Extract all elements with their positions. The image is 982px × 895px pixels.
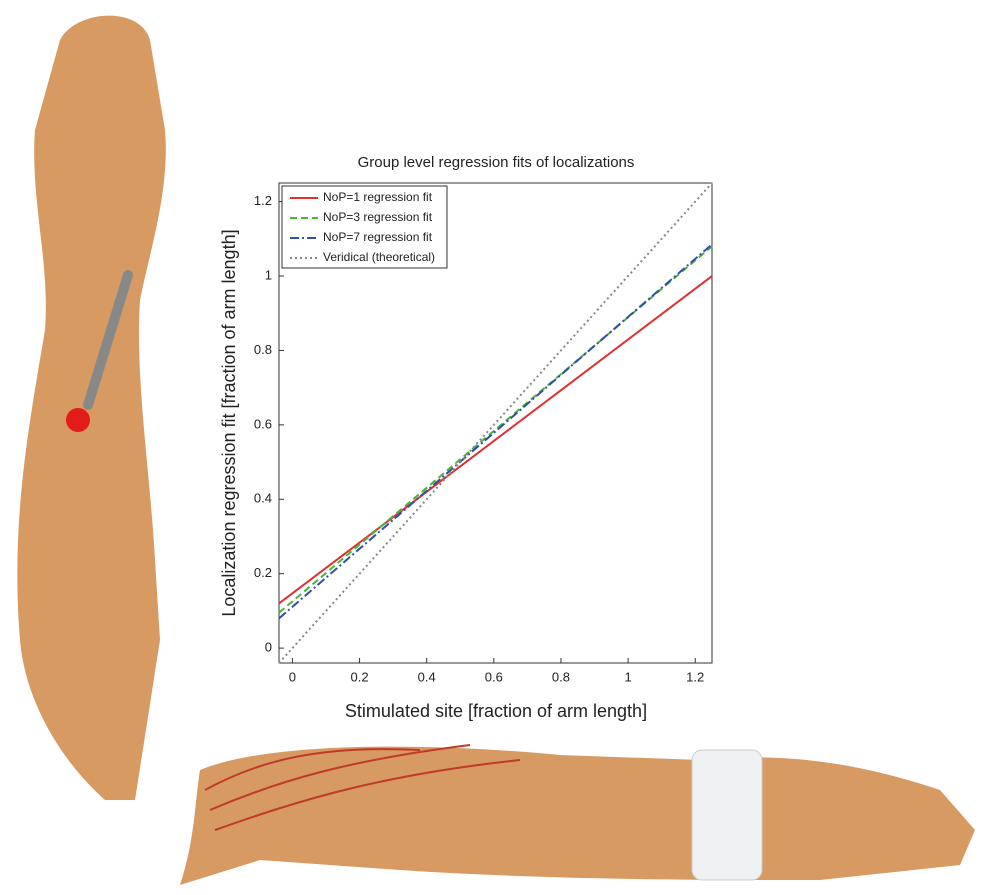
arm-horizontal	[180, 747, 975, 885]
y-tick-label: 1.2	[254, 193, 272, 208]
series-line	[279, 244, 712, 618]
arm-photo-vertical	[17, 16, 165, 800]
y-tick-label: 0.4	[254, 491, 272, 506]
series-line	[279, 276, 712, 603]
figure: Group level regression fits of localizat…	[0, 0, 982, 895]
y-tick-label: 0.2	[254, 565, 272, 580]
arm-photo-horizontal	[180, 745, 975, 885]
y-tick-label: 0.6	[254, 416, 272, 431]
x-tick-label: 0.2	[351, 669, 369, 684]
chart-title: Group level regression fits of localizat…	[358, 154, 635, 171]
x-axis-label: Stimulated site [fraction of arm length]	[345, 701, 647, 721]
series-line	[279, 246, 712, 613]
x-tick-label: 1	[624, 669, 631, 684]
y-axis-label: Localization regression fit [fraction of…	[219, 229, 239, 616]
x-tick-label: 0.6	[485, 669, 503, 684]
x-tick-label: 0.8	[552, 669, 570, 684]
legend-label: NoP=7 regression fit	[323, 230, 433, 244]
x-tick-label: 0	[289, 669, 296, 684]
legend-label: NoP=3 regression fit	[323, 210, 433, 224]
electrode-pad	[692, 750, 762, 880]
y-tick-label: 1	[265, 267, 272, 282]
stimulus-dot	[66, 408, 90, 432]
x-tick-label: 0.4	[418, 669, 436, 684]
y-tick-label: 0	[265, 640, 272, 655]
legend-label: NoP=1 regression fit	[323, 190, 433, 204]
x-tick-label: 1.2	[686, 669, 704, 684]
legend-label: Veridical (theoretical)	[323, 250, 435, 264]
y-tick-label: 0.8	[254, 342, 272, 357]
